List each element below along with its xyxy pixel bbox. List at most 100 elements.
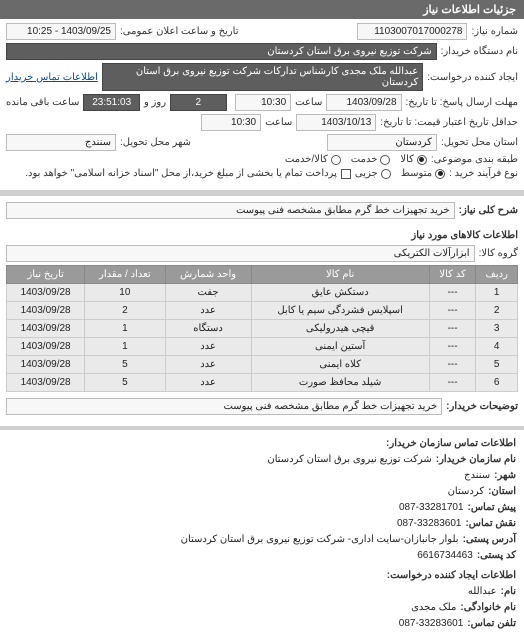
table-header-cell: تعداد / مقدار (85, 266, 165, 284)
c1-post-lbl: کد پستی: (477, 548, 516, 564)
radio-icon (331, 155, 341, 165)
table-cell: 1 (476, 284, 518, 302)
radio-icon (417, 155, 427, 165)
contact2-header: اطلاعات ایجاد کننده درخواست: (8, 568, 516, 584)
table-cell: 2 (85, 302, 165, 320)
table-cell: عدد (165, 338, 251, 356)
remain-days-field: 2 (170, 94, 227, 111)
table-cell: عدد (165, 302, 251, 320)
table-cell: 1403/09/28 (7, 284, 85, 302)
c1-phone-lbl: نقش تماس: (465, 516, 516, 532)
city-label: شهر محل تحویل: (120, 137, 191, 148)
radio-icon (380, 155, 390, 165)
buyerdesc-field: خرید تجهیزات خط گرم مطابق مشخصه فنی پیوس… (6, 398, 442, 415)
table-cell: 1403/09/28 (7, 302, 85, 320)
subjecttype-option-label: کالا (400, 154, 414, 165)
buytype-radiogroup: متوسط جزیی (355, 168, 445, 179)
table-cell: 1403/09/28 (7, 374, 85, 392)
c1-addr-lbl: آدرس پستی: (463, 532, 516, 548)
deadline-label: مهلت ارسال پاسخ: تا تاریخ: (406, 97, 518, 108)
province-label: استان محل تحویل: (441, 137, 518, 148)
c1-post: 6616734463 (417, 548, 473, 564)
treasury-checkbox[interactable] (341, 169, 351, 179)
table-cell: عدد (165, 356, 251, 374)
table-cell: 5 (85, 374, 165, 392)
table-cell: دستکش عایق (251, 284, 429, 302)
c2-family-lbl: نام خانوادگی: (460, 600, 516, 616)
subjecttype-option-label: خدمت (351, 154, 378, 165)
table-header-cell: کد کالا (429, 266, 476, 284)
c2-name: عبدالله (468, 584, 497, 600)
table-header-cell: نام کالا (251, 266, 429, 284)
table-cell: --- (429, 284, 476, 302)
table-cell: 5 (476, 356, 518, 374)
creator-label: ایجاد کننده درخواست: (427, 72, 518, 83)
subjecttype-option-label: کالا/خدمت (285, 154, 328, 165)
buytype-option[interactable]: متوسط (401, 168, 445, 179)
deadline-time-field: 10:30 (235, 94, 292, 111)
province-field: کردستان (327, 134, 437, 151)
table-cell: 4 (476, 338, 518, 356)
buytype-option[interactable]: جزیی (355, 168, 391, 179)
window-title: جزئیات اطلاعات نیاز (0, 0, 524, 19)
table-cell: آستین ایمنی (251, 338, 429, 356)
table-cell: 3 (476, 320, 518, 338)
header-section: شماره نیاز: 1103007017000278 تاریخ و ساع… (0, 19, 524, 186)
table-cell: 6 (476, 374, 518, 392)
subjecttype-option[interactable]: کالا/خدمت (285, 154, 341, 165)
validity-time-field: 10:30 (201, 114, 261, 131)
c2-name-lbl: نام: (501, 584, 516, 600)
buyer-label: نام دستگاه خریدار: (441, 46, 518, 57)
table-cell: کلاه ایمنی (251, 356, 429, 374)
time-label-1: ساعت (295, 97, 322, 108)
c1-city-lbl: شهر: (494, 468, 516, 484)
table-cell: اسپلایس فشردگی سیم یا کابل (251, 302, 429, 320)
table-cell: شیلد محافظ صورت (251, 374, 429, 392)
table-header-cell: واحد شمارش (165, 266, 251, 284)
table-row: 2---اسپلایس فشردگی سیم یا کابلعدد21403/0… (7, 302, 518, 320)
c2-family: ملک مجدی (411, 600, 456, 616)
group-field: ابزارآلات الکتریکی (6, 245, 475, 262)
pubdate-field: 1403/09/25 - 10:25 (6, 23, 116, 40)
subjecttype-option[interactable]: کالا (400, 154, 427, 165)
table-cell: عدد (165, 374, 251, 392)
needtitle-field: خرید تجهیزات خط گرم مطابق مشخصه فنی پیوس… (6, 202, 455, 219)
c1-org-lbl: نام سازمان خریدار: (436, 452, 516, 468)
contact1-header: اطلاعات تماس سازمان خریدار: (8, 436, 516, 452)
table-header-cell: تاریخ نیاز (7, 266, 85, 284)
c1-prov-lbl: استان: (488, 484, 516, 500)
table-cell: دستگاه (165, 320, 251, 338)
c2-phone-lbl: تلفن تماس: (467, 616, 516, 632)
buytype-note: پرداخت تمام یا بخشی از مبلغ خرید،از محل … (25, 168, 337, 179)
subjecttype-option[interactable]: خدمت (351, 154, 391, 165)
c1-pre-lbl: پیش تماس: (468, 500, 516, 516)
time-label-2: ساعت (265, 117, 292, 128)
c1-org: شرکت توزیع نیروی برق استان کردستان (267, 452, 431, 468)
validity-label: حداقل تاریخ اعتبار قیمت: تا تاریخ: (380, 117, 518, 128)
divider-1 (0, 190, 524, 196)
table-cell: جفت (165, 284, 251, 302)
table-cell: --- (429, 374, 476, 392)
needtitle-label: شرح کلی نیاز: (459, 205, 518, 216)
remain-days-label: روز و (144, 97, 166, 108)
table-cell: 1403/09/28 (7, 338, 85, 356)
subjecttype-label: طبقه بندی موضوعی: (431, 154, 518, 165)
contact-link[interactable]: اطلاعات تماس خریدار (6, 72, 98, 83)
table-cell: --- (429, 338, 476, 356)
radio-icon (381, 169, 391, 179)
buyer-field: شرکت توزیع نیروی برق استان کردستان (6, 43, 437, 60)
table-cell: 10 (85, 284, 165, 302)
goods-header: اطلاعات کالاهای مورد نیاز (6, 230, 518, 241)
validity-date-field: 1403/10/13 (296, 114, 376, 131)
c1-city: سنندج (464, 468, 490, 484)
contact-org-block: اطلاعات تماس سازمان خریدار: نام سازمان خ… (0, 432, 524, 636)
remain-time-label: ساعت باقی مانده (6, 97, 79, 108)
table-row: 4---آستین ایمنیعدد11403/09/28 (7, 338, 518, 356)
reqnum-field: 1103007017000278 (357, 23, 467, 40)
buytype-option-label: جزیی (355, 168, 378, 179)
table-row: 5---کلاه ایمنیعدد51403/09/28 (7, 356, 518, 374)
c1-phone: 087-33283601 (397, 516, 462, 532)
deadline-date-field: 1403/09/28 (326, 94, 401, 111)
table-row: 6---شیلد محافظ صورتعدد51403/09/28 (7, 374, 518, 392)
divider-2 (0, 426, 524, 430)
